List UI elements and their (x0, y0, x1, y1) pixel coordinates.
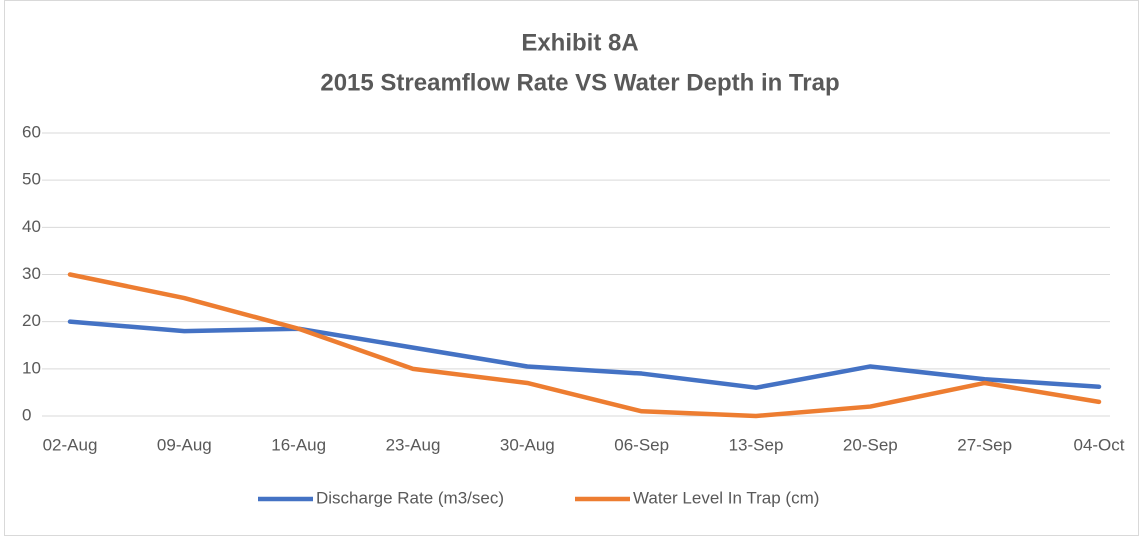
x-tick-label: 20-Sep (843, 435, 898, 454)
series-line (67, 272, 1102, 419)
legend-label: Discharge Rate (m3/sec) (316, 488, 504, 507)
x-tick-label: 09-Aug (157, 435, 212, 454)
x-tick-label: 04-Oct (1073, 435, 1124, 454)
y-tick-label: 10 (22, 358, 41, 377)
x-tick-label: 23-Aug (386, 435, 441, 454)
x-tick-label: 06-Sep (614, 435, 669, 454)
y-tick-label: 30 (22, 264, 41, 283)
legend-label: Water Level In Trap (cm) (633, 488, 819, 507)
x-tick-label: 30-Aug (500, 435, 555, 454)
y-tick-label: 50 (22, 170, 41, 189)
y-tick-label: 60 (22, 122, 41, 141)
y-tick-label: 0 (22, 405, 31, 424)
x-tick-label: 13-Sep (729, 435, 784, 454)
x-tick-label: 27-Sep (957, 435, 1012, 454)
chart-border (4, 0, 1139, 536)
x-tick-label: 02-Aug (43, 435, 98, 454)
chart-title: Exhibit 8A (521, 29, 638, 56)
chart-subtitle: 2015 Streamflow Rate VS Water Depth in T… (320, 69, 839, 96)
series-line (67, 319, 1102, 390)
y-tick-label: 40 (22, 217, 41, 236)
y-tick-label: 20 (22, 311, 41, 330)
x-tick-label: 16-Aug (271, 435, 326, 454)
